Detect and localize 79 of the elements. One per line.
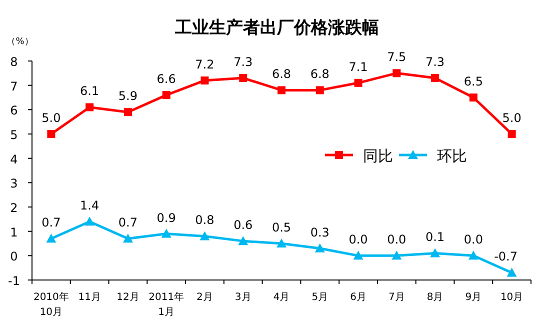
point	[122, 234, 133, 243]
data-label: 5.9	[118, 89, 138, 104]
point	[278, 86, 286, 94]
y-tick-label: 5	[10, 128, 18, 142]
point	[469, 94, 478, 102]
x-tick-label: 6月	[350, 292, 366, 303]
data-label: 0.5	[272, 220, 292, 234]
data-label: 7.5	[387, 50, 406, 64]
data-label: 7.3	[234, 55, 253, 70]
data-label: 0.7	[42, 216, 61, 230]
y-tick-label: 3	[10, 176, 18, 191]
point	[47, 130, 56, 138]
data-label: 1.4	[80, 198, 100, 213]
data-label: 0.6	[234, 218, 253, 232]
y-tick-label: 0	[10, 250, 18, 264]
point	[239, 74, 248, 82]
data-label: 0.7	[118, 216, 138, 230]
point	[86, 103, 94, 112]
y-tick-label: 1	[10, 225, 18, 240]
data-label: 0.8	[195, 213, 214, 228]
legend-label: 同比	[363, 147, 393, 165]
point	[124, 108, 132, 116]
point	[392, 69, 401, 78]
data-label: 7.2	[195, 57, 214, 72]
data-label: 6.6	[156, 72, 176, 86]
x-tick-label: 4月	[273, 292, 290, 303]
point	[508, 130, 516, 138]
x-tick-label: 3月	[234, 292, 252, 303]
data-label: 7.3	[425, 55, 445, 70]
point	[161, 228, 172, 238]
data-label: 0.0	[464, 232, 483, 247]
point	[430, 248, 440, 258]
y-axis-title: （%）	[6, 37, 34, 47]
y-tick-label: 6	[10, 104, 18, 118]
data-label: 0.1	[425, 230, 445, 244]
point	[354, 78, 362, 87]
chart-title: 工业生产者出厂价格涨跌幅	[174, 18, 379, 38]
data-label: 0.3	[310, 225, 330, 240]
point	[84, 216, 95, 226]
data-label: 0.0	[387, 232, 406, 247]
point	[200, 231, 210, 240]
y-tick-label: 2	[10, 201, 18, 215]
data-label: 5.0	[42, 111, 61, 125]
x-tick-label: 2011年 1月	[148, 291, 184, 318]
y-tick-label: 4	[10, 152, 18, 166]
point	[46, 234, 56, 243]
y-tick-label: 7	[10, 79, 18, 94]
x-tick-label: 5月	[312, 292, 328, 303]
point	[431, 74, 440, 82]
point	[162, 91, 170, 100]
x-tick-label: 7月	[388, 292, 405, 303]
point	[200, 76, 209, 84]
data-label: 7.1	[348, 60, 368, 74]
data-label: 5.0	[502, 111, 522, 125]
x-tick-label: 8月	[426, 292, 444, 303]
y-tick-label: -1	[8, 274, 20, 288]
data-label: 0.0	[348, 232, 368, 247]
point	[353, 250, 364, 260]
point	[316, 86, 324, 94]
legend-label: 环比	[437, 147, 467, 165]
data-label: 6.8	[310, 67, 330, 82]
point	[468, 250, 478, 260]
x-tick-label: 10月	[500, 292, 524, 303]
point	[506, 268, 517, 277]
x-tick-label: 11月	[78, 292, 101, 303]
point	[276, 238, 286, 248]
point	[238, 236, 248, 246]
data-label: -0.7	[494, 250, 518, 264]
point	[314, 243, 325, 252]
x-tick-label: 12月	[116, 292, 140, 303]
x-tick-label: 2月	[196, 292, 213, 303]
y-tick-label: 8	[10, 55, 18, 69]
x-tick-label: 2010年 10月	[33, 291, 69, 318]
data-label: 6.1	[80, 84, 100, 98]
x-tick-label: 9月	[465, 292, 482, 303]
data-label: 6.5	[464, 74, 483, 88]
point	[392, 250, 402, 260]
data-label: 0.9	[156, 210, 176, 225]
data-label: 6.8	[272, 67, 292, 82]
